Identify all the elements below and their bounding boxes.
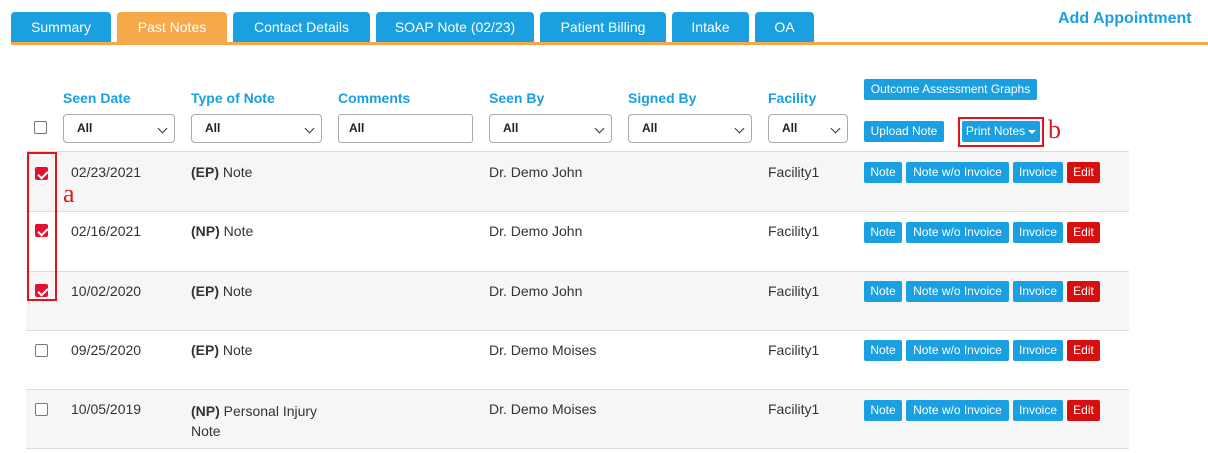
- edit-button[interactable]: Edit: [1067, 400, 1100, 421]
- add-appointment-link[interactable]: Add Appointment: [1058, 10, 1192, 27]
- facility: Facility1: [768, 401, 820, 417]
- table-bottom-border: [26, 448, 1129, 449]
- chevron-down-icon: [157, 123, 168, 134]
- seen-date: 10/02/2020: [71, 283, 142, 299]
- facility: Facility1: [768, 342, 820, 358]
- note-without-invoice-button[interactable]: Note w/o Invoice: [906, 222, 1009, 243]
- seen-date: 02/16/2021: [71, 223, 142, 239]
- facility: Facility1: [768, 164, 820, 180]
- invoice-button[interactable]: Invoice: [1013, 222, 1063, 243]
- chevron-down-icon: [594, 123, 605, 134]
- header-comments[interactable]: Comments: [338, 90, 411, 106]
- table-row: 10/02/2020 (EP) Note Dr. Demo John Facil…: [26, 271, 1129, 330]
- table-row: 02/16/2021 (NP) Note Dr. Demo John Facil…: [26, 211, 1129, 271]
- seen-by: Dr. Demo John: [489, 283, 583, 299]
- row-checkbox[interactable]: [35, 167, 48, 180]
- edit-button[interactable]: Edit: [1067, 281, 1100, 302]
- type-of-note-filter[interactable]: All: [191, 114, 322, 143]
- comments-filter-input[interactable]: All: [338, 114, 473, 143]
- header-type-of-note[interactable]: Type of Note: [191, 90, 275, 106]
- type-of-note: (NP) Note: [191, 223, 254, 239]
- invoice-button[interactable]: Invoice: [1013, 162, 1063, 183]
- tab-underline: [11, 42, 1208, 45]
- print-notes-button[interactable]: Print Notes: [962, 121, 1040, 142]
- row-checkbox[interactable]: [35, 403, 48, 416]
- edit-button[interactable]: Edit: [1067, 162, 1100, 183]
- table-row: 10/05/2019 (NP) Personal Injury Note Dr. …: [26, 389, 1129, 448]
- row-checkbox[interactable]: [35, 224, 48, 237]
- edit-button[interactable]: Edit: [1067, 222, 1100, 243]
- caret-down-icon: [1028, 129, 1037, 134]
- note-without-invoice-button[interactable]: Note w/o Invoice: [906, 340, 1009, 361]
- seen-by: Dr. Demo John: [489, 223, 583, 239]
- type-of-note: (EP) Note: [191, 342, 253, 358]
- facility-filter[interactable]: All: [768, 114, 848, 143]
- tab-patient-billing[interactable]: Patient Billing: [540, 12, 666, 43]
- note-button[interactable]: Note: [864, 340, 902, 361]
- seen-date: 02/23/2021: [71, 164, 142, 180]
- chevron-down-icon: [830, 123, 841, 134]
- tab-oa[interactable]: OA: [755, 12, 814, 43]
- annotation-label-b: b: [1048, 115, 1061, 144]
- row-checkbox[interactable]: [35, 344, 48, 357]
- annotation-box-b: [958, 117, 1044, 147]
- type-of-note: (EP) Note: [191, 164, 253, 180]
- type-of-note: (NP) Personal Injury Note: [191, 403, 318, 439]
- chevron-down-icon: [734, 123, 745, 134]
- invoice-button[interactable]: Invoice: [1013, 400, 1063, 421]
- note-without-invoice-button[interactable]: Note w/o Invoice: [906, 162, 1009, 183]
- tab-past-notes[interactable]: Past Notes: [117, 12, 227, 43]
- note-without-invoice-button[interactable]: Note w/o Invoice: [906, 400, 1009, 421]
- header-seen-date[interactable]: Seen Date: [63, 90, 131, 106]
- table-row: 09/25/2020 (EP) Note Dr. Demo Moises Fac…: [26, 330, 1129, 389]
- tab-summary[interactable]: Summary: [11, 12, 111, 43]
- tab-bar: Summary Past Notes Contact Details SOAP …: [11, 12, 820, 43]
- type-of-note: (EP) Note: [191, 283, 253, 299]
- outcome-assessment-graphs-button[interactable]: Outcome Assessment Graphs: [864, 79, 1037, 100]
- note-button[interactable]: Note: [864, 400, 902, 421]
- seen-by: Dr. Demo John: [489, 164, 583, 180]
- seen-date-filter[interactable]: All: [63, 114, 175, 143]
- seen-date: 09/25/2020: [71, 342, 142, 358]
- upload-note-button[interactable]: Upload Note: [864, 121, 944, 142]
- annotation-box-a: [27, 152, 57, 301]
- seen-by: Dr. Demo Moises: [489, 401, 597, 417]
- row-checkbox[interactable]: [35, 284, 48, 297]
- select-all-checkbox[interactable]: [34, 121, 47, 134]
- tab-contact-details[interactable]: Contact Details: [233, 12, 370, 43]
- note-button[interactable]: Note: [864, 162, 902, 183]
- header-facility[interactable]: Facility: [768, 90, 817, 106]
- note-without-invoice-button[interactable]: Note w/o Invoice: [906, 281, 1009, 302]
- edit-button[interactable]: Edit: [1067, 340, 1100, 361]
- seen-date: 10/05/2019: [71, 401, 142, 417]
- tab-soap-note[interactable]: SOAP Note (02/23): [376, 12, 534, 43]
- note-button[interactable]: Note: [864, 222, 902, 243]
- invoice-button[interactable]: Invoice: [1013, 340, 1063, 361]
- facility: Facility1: [768, 283, 820, 299]
- header-seen-by[interactable]: Seen By: [489, 90, 545, 106]
- header-signed-by[interactable]: Signed By: [628, 90, 697, 106]
- seen-by-filter[interactable]: All: [489, 114, 612, 143]
- chevron-down-icon: [304, 123, 315, 134]
- tab-intake[interactable]: Intake: [672, 12, 749, 43]
- seen-by: Dr. Demo Moises: [489, 342, 597, 358]
- facility: Facility1: [768, 223, 820, 239]
- annotation-label-a: a: [63, 179, 75, 208]
- table-row: 02/23/2021 (EP) Note Dr. Demo John Facil…: [26, 151, 1129, 211]
- signed-by-filter[interactable]: All: [628, 114, 752, 143]
- note-button[interactable]: Note: [864, 281, 902, 302]
- invoice-button[interactable]: Invoice: [1013, 281, 1063, 302]
